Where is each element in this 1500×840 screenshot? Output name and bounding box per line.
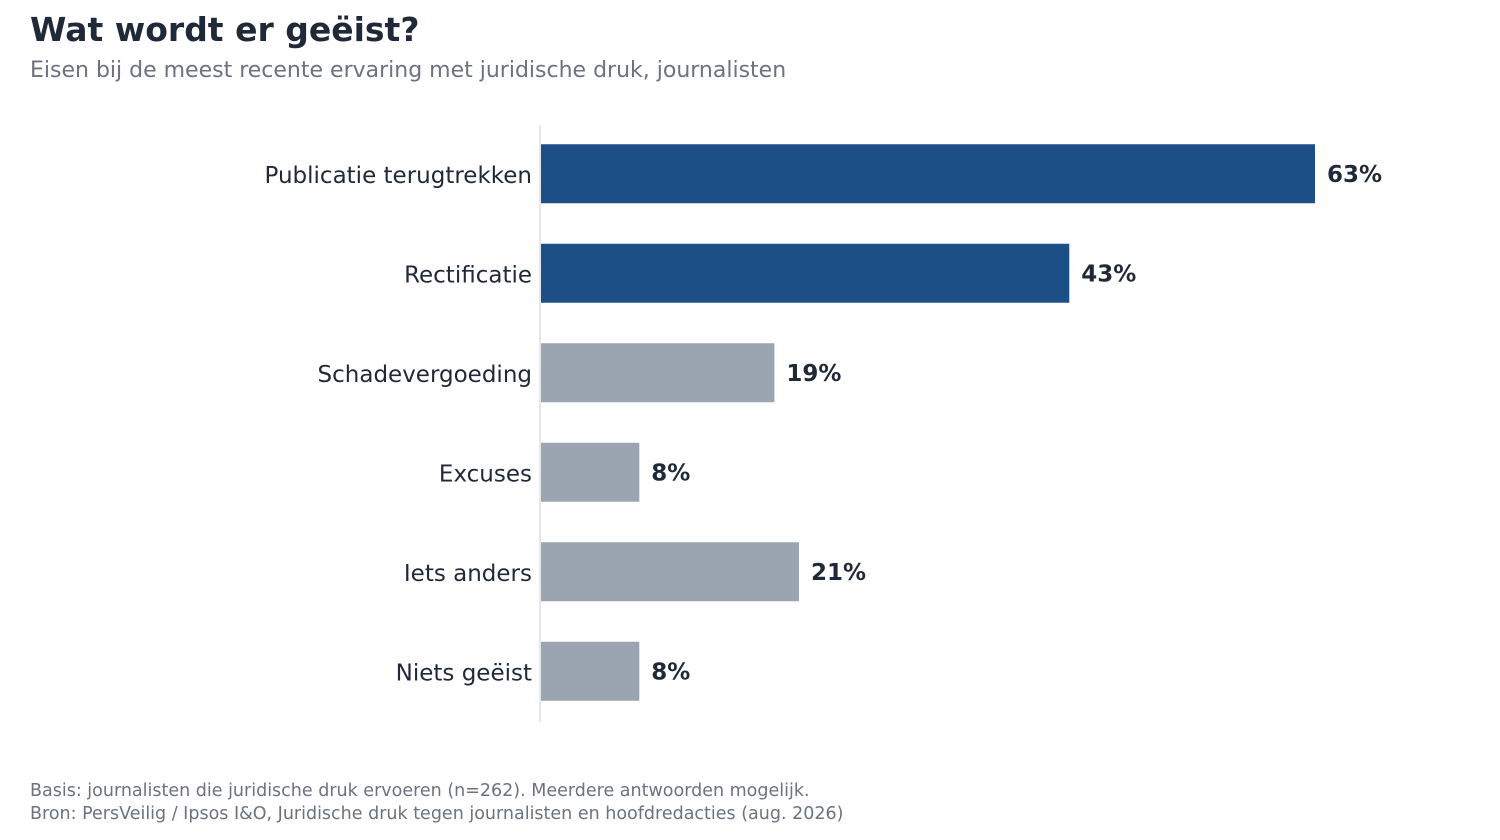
category-label-2: Schadevergoeding [318, 362, 532, 388]
footer-basis-note: Basis: journalisten die juridische druk … [30, 781, 810, 801]
value-label-5: 8% [651, 659, 690, 685]
category-label-5: Niets geëist [396, 660, 532, 686]
bar-chart: Publicatie terugtrekken 63% Rectificatie 43… [265, 125, 1382, 722]
bar-1 [541, 243, 1070, 303]
footer-source-note: Bron: PersVeilig / Ipsos I&O, Juridische… [30, 804, 844, 824]
value-label-3: 8% [651, 460, 690, 486]
category-label-3: Excuses [439, 461, 532, 487]
chart-footer: Basis: journalisten die juridische druk … [30, 780, 843, 826]
value-label-1: 43% [1081, 261, 1136, 287]
chart-title: Wat wordt er geëist? [30, 10, 420, 49]
bar-0 [541, 144, 1315, 204]
value-label-2: 19% [786, 361, 841, 387]
chart-subtitle: Eisen bij de meest recente ervaring met … [30, 58, 787, 83]
bar-5 [541, 641, 640, 701]
value-label-0: 63% [1327, 162, 1382, 188]
category-label-0: Publicatie terugtrekken [265, 163, 533, 189]
category-label-4: Iets anders [404, 561, 532, 587]
category-label-1: Rectificatie [404, 262, 532, 288]
bar-3 [541, 442, 640, 502]
value-label-4: 21% [811, 560, 866, 586]
bar-4 [541, 542, 799, 602]
bar-2 [541, 343, 775, 403]
